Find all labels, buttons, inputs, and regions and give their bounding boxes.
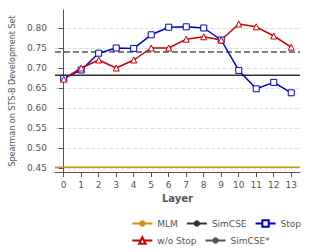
svg-text:0.55: 0.55 (27, 123, 47, 133)
svg-text:13: 13 (286, 180, 297, 190)
svg-text:MLM: MLM (157, 219, 178, 229)
svg-text:11: 11 (251, 180, 262, 190)
svg-text:0.65: 0.65 (27, 83, 47, 93)
svg-text:0: 0 (61, 180, 67, 190)
svg-text:10: 10 (233, 180, 245, 190)
svg-text:2: 2 (96, 180, 102, 190)
svg-text:SimCSE: SimCSE (212, 219, 247, 229)
svg-text:9: 9 (218, 180, 224, 190)
svg-text:w/o Stop: w/o Stop (157, 236, 197, 246)
svg-text:0.50: 0.50 (27, 143, 47, 153)
svg-text:4: 4 (131, 180, 137, 190)
svg-text:Stop: Stop (281, 219, 302, 229)
svg-text:3: 3 (113, 180, 119, 190)
svg-text:Layer: Layer (162, 193, 193, 204)
svg-text:Spearman on STS-B Development: Spearman on STS-B Development Set (8, 15, 17, 166)
svg-text:0.45: 0.45 (27, 163, 47, 173)
svg-text:5: 5 (148, 180, 154, 190)
svg-text:0.60: 0.60 (27, 103, 47, 113)
svg-text:7: 7 (183, 180, 189, 190)
svg-text:0.75: 0.75 (27, 43, 47, 53)
svg-text:1: 1 (78, 180, 84, 190)
svg-text:12: 12 (268, 180, 279, 190)
svg-text:0.80: 0.80 (27, 23, 47, 33)
svg-text:8: 8 (201, 180, 207, 190)
svg-text:6: 6 (166, 180, 172, 190)
svg-text:SimCSE*: SimCSE* (231, 236, 271, 246)
svg-text:0.70: 0.70 (27, 63, 47, 73)
